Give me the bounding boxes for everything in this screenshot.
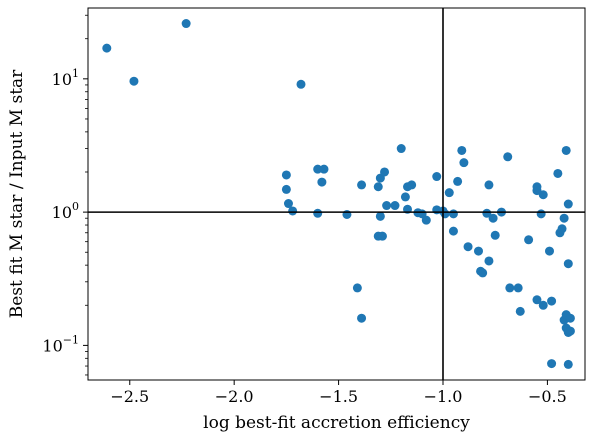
reference-lines xyxy=(88,8,585,380)
data-point xyxy=(400,192,410,202)
data-point xyxy=(532,295,542,305)
data-point xyxy=(352,283,362,293)
x-tick-label: −2.5 xyxy=(110,387,149,406)
data-point xyxy=(463,242,473,252)
data-point xyxy=(390,201,400,211)
data-point xyxy=(319,164,329,174)
data-point xyxy=(553,168,563,178)
data-point xyxy=(421,215,431,225)
data-point xyxy=(565,313,575,323)
data-point xyxy=(283,199,293,209)
data-point xyxy=(547,359,557,369)
data-point xyxy=(563,359,573,369)
data-point xyxy=(490,230,500,240)
data-point xyxy=(453,176,463,186)
data-point xyxy=(396,144,406,154)
data-point xyxy=(382,201,392,211)
data-point xyxy=(488,213,498,223)
data-point xyxy=(102,43,112,53)
data-point xyxy=(561,145,571,155)
data-point xyxy=(380,167,390,177)
data-point xyxy=(513,283,523,293)
data-point xyxy=(532,182,542,192)
data-point xyxy=(482,208,492,218)
data-point xyxy=(559,213,569,223)
data-point xyxy=(313,164,323,174)
axis-ticks: −2.5 −2.0 −1.5 −1.0 −0.5 10−1 100 101 xyxy=(42,14,567,406)
x-tick-label: −0.5 xyxy=(528,387,567,406)
data-point xyxy=(459,158,469,168)
y-tick-label: 100 xyxy=(52,200,79,222)
data-point xyxy=(357,313,367,323)
data-point xyxy=(484,180,494,190)
data-point xyxy=(484,256,494,266)
data-point xyxy=(503,152,513,162)
data-point xyxy=(478,268,488,278)
data-point xyxy=(444,188,454,198)
data-point xyxy=(515,306,525,316)
data-point xyxy=(563,199,573,209)
data-point xyxy=(181,19,191,29)
data-point xyxy=(407,180,417,190)
plot-frame xyxy=(87,7,586,381)
x-axis-label: log best-fit accretion efficiency xyxy=(203,413,470,433)
data-point xyxy=(288,206,298,216)
data-point xyxy=(538,190,548,200)
data-point xyxy=(377,231,387,241)
data-point xyxy=(538,300,548,310)
data-point xyxy=(448,209,458,219)
data-point xyxy=(505,283,515,293)
x-tick-label: −1.0 xyxy=(424,387,463,406)
data-point xyxy=(296,79,306,89)
y-tick-label: 101 xyxy=(52,67,79,89)
x-tick-label: −1.5 xyxy=(319,387,358,406)
x-tick-label: −2.0 xyxy=(215,387,254,406)
y-tick-label: 10−1 xyxy=(42,333,79,355)
data-point xyxy=(557,224,567,234)
data-point xyxy=(448,226,458,236)
data-point xyxy=(565,326,575,336)
data-point xyxy=(474,246,483,256)
data-point xyxy=(457,145,467,155)
data-point xyxy=(563,259,573,269)
data-point xyxy=(281,184,291,194)
data-point xyxy=(536,209,546,219)
data-point xyxy=(129,76,139,86)
data-point xyxy=(313,208,323,218)
data-point xyxy=(281,170,291,180)
y-axis-label: Best fit M star / Input M star xyxy=(7,69,27,318)
data-points xyxy=(102,19,575,369)
data-point xyxy=(524,235,534,245)
data-point xyxy=(357,180,367,190)
data-point xyxy=(547,296,557,306)
data-point xyxy=(440,209,450,219)
data-point xyxy=(545,246,554,256)
data-point xyxy=(375,211,385,221)
data-point xyxy=(373,182,383,192)
data-point xyxy=(317,177,327,187)
data-point xyxy=(432,172,442,182)
